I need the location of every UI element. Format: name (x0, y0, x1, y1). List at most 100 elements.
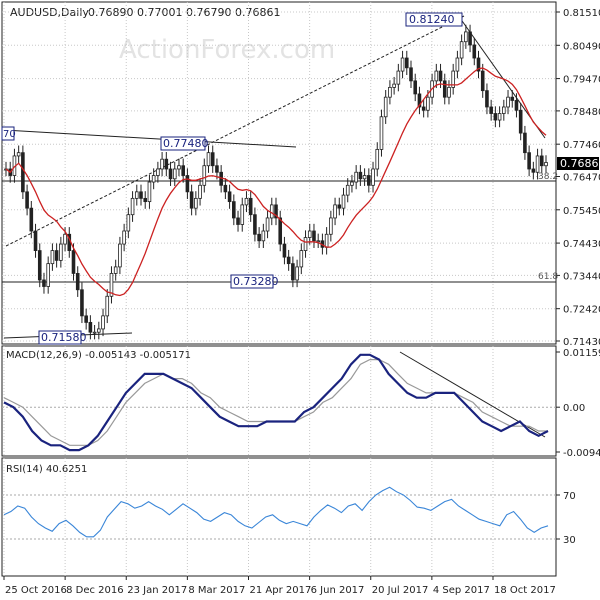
candle-body (236, 217, 240, 225)
candle (37, 243, 42, 288)
x-tick-label: 8 Dec 2016 (66, 585, 124, 596)
candle (101, 308, 105, 337)
candle (33, 223, 38, 258)
x-tick-label: 4 Sep 2017 (433, 585, 490, 596)
candle-body (172, 168, 177, 180)
macd-main-line (3, 353, 549, 452)
candle (122, 223, 126, 252)
candle-body (122, 230, 126, 245)
candle-body (396, 70, 401, 85)
candle (341, 187, 346, 216)
candle-body (97, 328, 101, 333)
candle (88, 315, 93, 340)
candle (139, 184, 143, 206)
label-clipped-box (1, 126, 15, 141)
candle-body (244, 197, 249, 206)
candle (539, 148, 544, 173)
watermark: ActionForex.com (119, 35, 335, 65)
rsi-label: RSI(14) 40.6251 (6, 464, 87, 475)
candle-body (531, 168, 536, 173)
label-high: 0.81240 (405, 12, 463, 27)
x-tick-label: 18 Oct 2017 (494, 585, 556, 596)
x-tick-label: 23 Jan 2017 (127, 585, 187, 596)
candle (485, 83, 489, 115)
macd-vertical-gridlines (3, 346, 494, 456)
candle-body (63, 233, 67, 245)
candle-body (215, 165, 219, 173)
candle-body (210, 152, 215, 167)
candle (329, 210, 333, 242)
candle (29, 200, 34, 239)
rsi-line (3, 486, 549, 538)
candle-body (92, 331, 97, 334)
candle-body (455, 57, 460, 72)
candle-body (421, 106, 426, 111)
candle (367, 168, 371, 193)
candle (75, 266, 80, 297)
candle (518, 103, 523, 141)
candle (92, 325, 97, 340)
price-panel: AUDUSD,Daily 0.76890 0.77001 0.76790 0.7… (1, 1, 600, 348)
candle (143, 191, 148, 209)
candle (189, 184, 194, 216)
candle (278, 210, 283, 252)
candle-body (84, 315, 88, 323)
candle (80, 282, 84, 324)
candle (506, 90, 510, 115)
label-high-box (405, 12, 463, 27)
candle-body (295, 266, 299, 281)
candle-body (497, 113, 502, 121)
label-low-2-text: 0.71580 (41, 331, 87, 344)
candle-body (404, 57, 409, 69)
candle-body (50, 250, 55, 265)
candle-body (286, 256, 291, 265)
candle-body (240, 204, 245, 225)
candle (84, 308, 88, 330)
candle-body (101, 315, 105, 330)
macd-panel-frame (1, 345, 557, 457)
candle-body (227, 191, 232, 203)
candle-body (105, 295, 110, 317)
candle-body (54, 250, 59, 261)
candle-body (194, 197, 198, 209)
candle (156, 161, 160, 183)
candle-body (113, 266, 118, 274)
candle (350, 174, 354, 193)
candle-body (278, 217, 283, 245)
candle-body (409, 67, 413, 82)
candle (388, 80, 392, 105)
candle-body (527, 152, 531, 170)
candle (282, 236, 287, 265)
candle-body (333, 204, 337, 219)
candle-body (261, 230, 266, 242)
candle (527, 145, 531, 177)
candle (265, 210, 270, 239)
candle-body (232, 201, 236, 219)
candle-body (299, 250, 304, 268)
label-low-2-box (38, 330, 82, 345)
candle-body (354, 171, 358, 183)
candle (375, 142, 380, 177)
candle (42, 272, 46, 294)
candle (257, 227, 261, 248)
macd-label: MACD(12,26,9) -0.005143 -0.005171 (6, 350, 191, 361)
candle (295, 259, 299, 288)
candle-body (143, 197, 148, 203)
x-tick-label: 21 Apr 2017 (249, 585, 311, 596)
candle (244, 191, 249, 213)
x-tick-label: 20 Jul 2017 (372, 585, 429, 596)
candle-body (160, 158, 164, 170)
last-price-label: 0.76861 (560, 157, 600, 170)
candle (54, 243, 59, 268)
candle (164, 152, 169, 177)
fib-38-2-label: 38.2 (538, 172, 558, 182)
candle (421, 99, 426, 118)
candle-body (502, 106, 506, 114)
